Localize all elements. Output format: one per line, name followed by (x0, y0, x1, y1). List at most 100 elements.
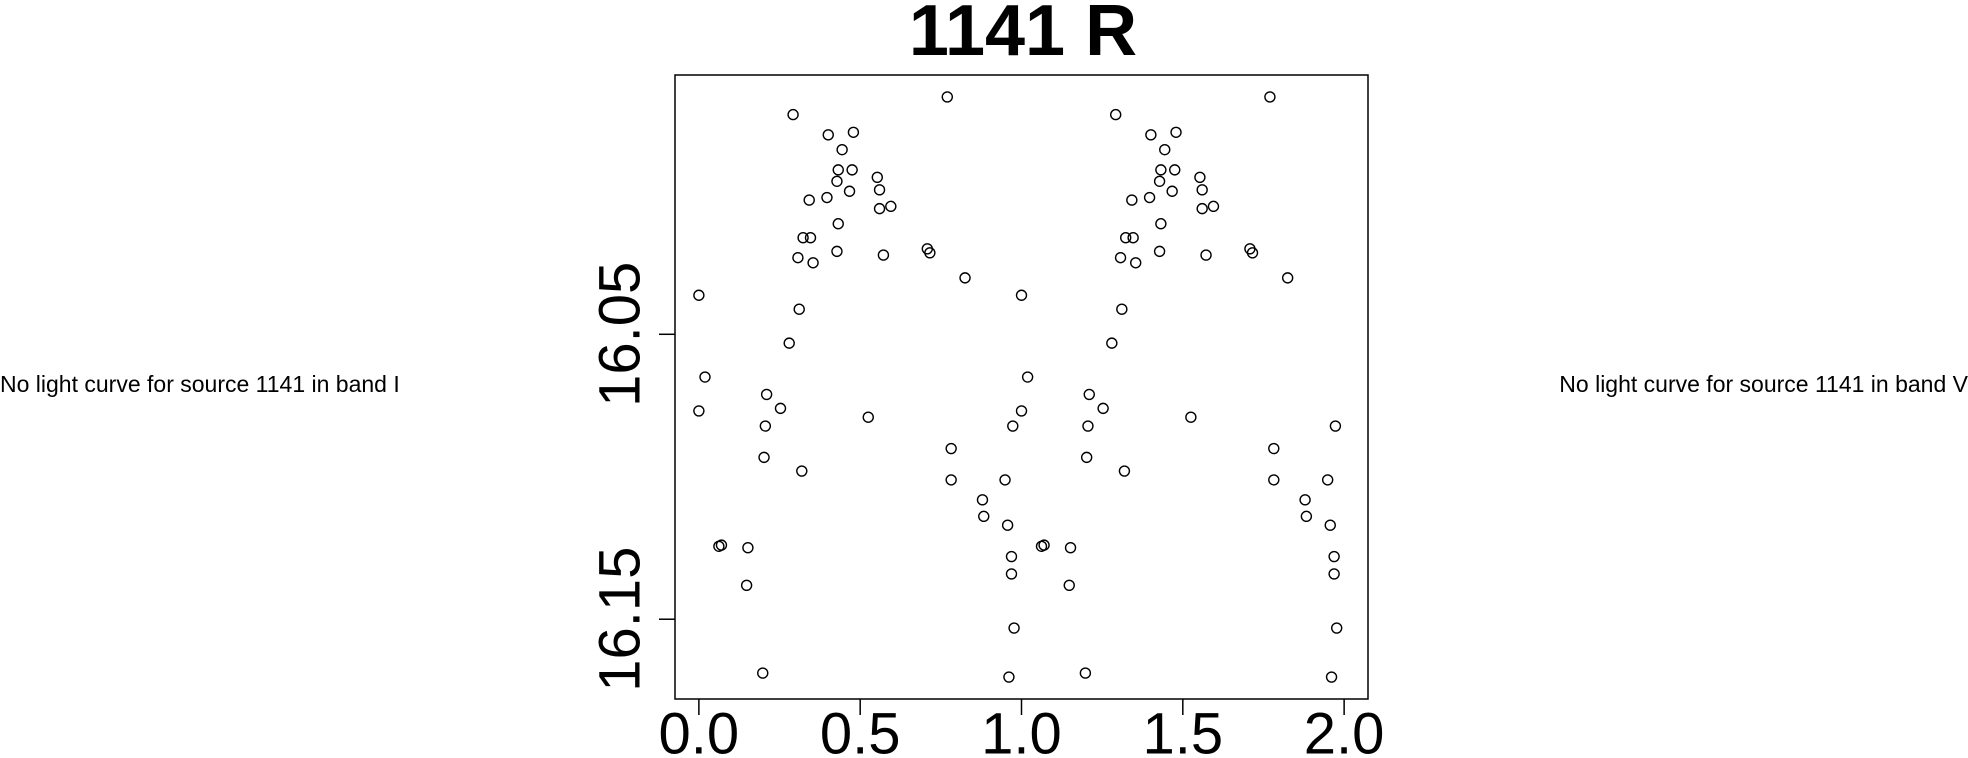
y-tick-label: 16.15 (587, 547, 652, 692)
point (693, 289, 705, 301)
point (792, 251, 804, 264)
point (877, 249, 890, 261)
point (807, 257, 819, 269)
left-message: No light curve for source 1141 in band I (0, 371, 400, 397)
point (1246, 247, 1259, 259)
x-tick-label: 1.0 (981, 701, 1062, 758)
point (1170, 126, 1182, 138)
point (945, 442, 957, 455)
point (885, 200, 897, 213)
point (1130, 257, 1142, 269)
point (1145, 129, 1157, 141)
point (1120, 231, 1132, 244)
point (1328, 550, 1340, 563)
point (1194, 171, 1206, 183)
point (1003, 671, 1015, 683)
point (760, 388, 773, 401)
point (1015, 405, 1028, 417)
point (836, 143, 848, 156)
point (1126, 194, 1138, 206)
point (1185, 411, 1197, 423)
point (1325, 671, 1338, 683)
point (831, 175, 843, 187)
point (843, 185, 856, 197)
point (1021, 371, 1034, 383)
point (1268, 474, 1280, 486)
point (1001, 519, 1014, 531)
point (832, 164, 844, 176)
point (1082, 420, 1094, 432)
point (822, 129, 834, 141)
point (976, 494, 989, 506)
point (1155, 218, 1167, 230)
point (1114, 251, 1127, 264)
plot-frame (674, 74, 1369, 700)
point (821, 191, 833, 204)
point (832, 218, 844, 230)
point (1281, 272, 1294, 284)
x-tick-label: 0.5 (820, 701, 901, 758)
point (1063, 579, 1075, 592)
point (1127, 231, 1139, 244)
point (945, 474, 957, 486)
point (1079, 667, 1092, 679)
point (831, 245, 843, 258)
point (1264, 91, 1276, 103)
point (1153, 245, 1166, 258)
point (797, 231, 809, 244)
point (1169, 164, 1181, 176)
point (693, 405, 705, 417)
point (1196, 184, 1208, 196)
point (1083, 388, 1095, 401)
point (1143, 191, 1156, 204)
point (1196, 202, 1208, 215)
point (847, 126, 860, 138)
point (1321, 474, 1334, 486)
point (759, 420, 772, 432)
point (1153, 175, 1166, 187)
point (999, 474, 1011, 486)
point (1106, 337, 1118, 349)
point (1080, 451, 1093, 464)
point (1324, 519, 1336, 531)
point (873, 184, 886, 196)
point (1300, 510, 1313, 523)
point (924, 247, 936, 259)
point (783, 337, 795, 349)
point (941, 91, 953, 103)
y-tick-label: 16.05 (587, 262, 652, 407)
point (740, 579, 753, 592)
point (796, 465, 808, 477)
point (1155, 164, 1167, 176)
chart-title: 1141 R (909, 0, 1137, 71)
point (757, 667, 769, 679)
point (1207, 200, 1220, 213)
point (1331, 622, 1343, 634)
point (1328, 568, 1340, 580)
point (1159, 143, 1171, 156)
point (793, 303, 805, 315)
point (787, 108, 799, 121)
point (1116, 303, 1128, 315)
x-tick-label: 1.5 (1142, 701, 1223, 758)
point (1038, 539, 1050, 551)
point (774, 402, 787, 415)
x-tick-label: 0.0 (659, 701, 740, 758)
point (862, 411, 874, 423)
point (1118, 465, 1131, 477)
point (1097, 402, 1109, 415)
point (1005, 568, 1018, 580)
right-message: No light curve for source 1141 in band V (1559, 371, 1968, 397)
point (959, 272, 971, 284)
point (1166, 185, 1178, 197)
point (978, 510, 990, 523)
point (1268, 442, 1280, 455)
point (742, 542, 754, 554)
point (1015, 289, 1028, 301)
x-tick-label: 2.0 (1304, 701, 1385, 758)
point (873, 202, 886, 215)
point (1110, 108, 1122, 121)
point (871, 171, 883, 183)
